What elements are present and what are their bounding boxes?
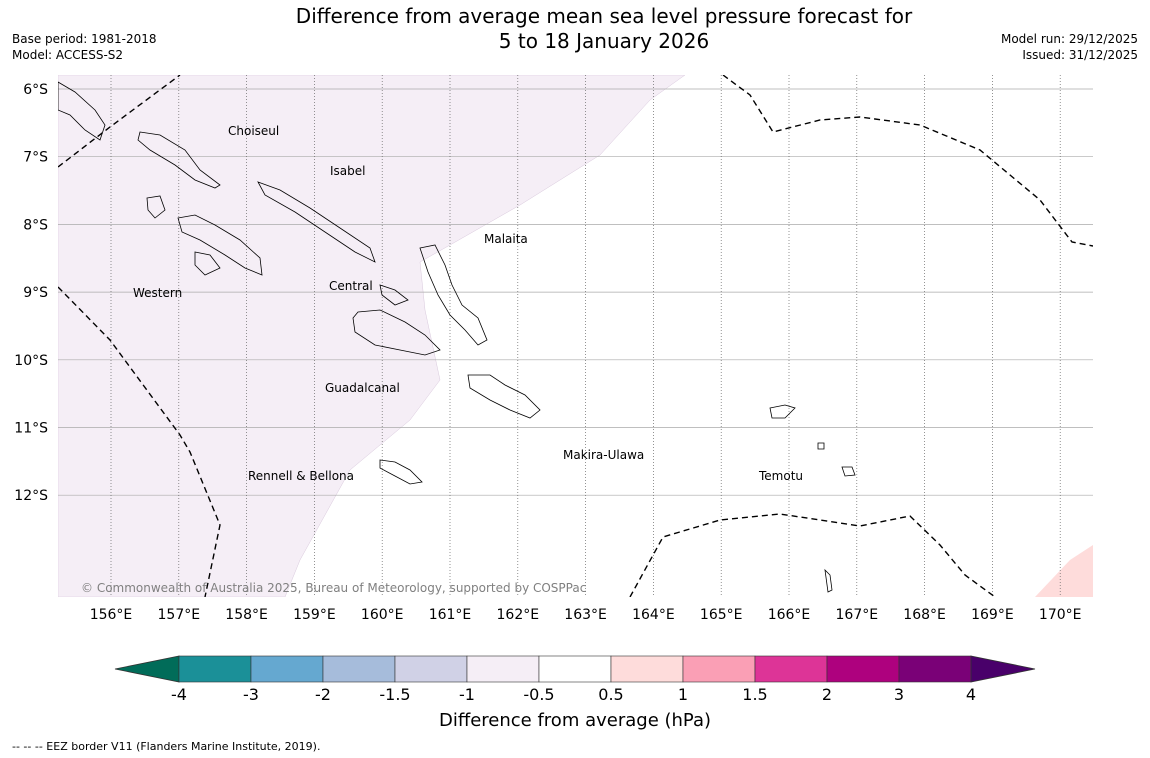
colorbar-tick: -3	[243, 685, 259, 704]
lat-label: 9°S	[23, 285, 48, 301]
lon-label: 159°E	[293, 607, 336, 623]
province-label: Isabel	[330, 164, 365, 178]
colorbar-tick: -2	[315, 685, 331, 704]
colorbar-cell	[178, 655, 252, 683]
province-label: Guadalcanal	[325, 381, 400, 395]
lon-label: 169°E	[971, 607, 1014, 623]
lon-label: 165°E	[700, 607, 743, 623]
page-title: Difference from average mean sea level p…	[0, 4, 1150, 54]
lon-label: 168°E	[903, 607, 946, 623]
lat-label: 7°S	[23, 150, 48, 166]
colorbar-cell	[538, 655, 612, 683]
colorbar-label: Difference from average (hPa)	[439, 710, 711, 731]
colorbar-over-arrow	[970, 655, 1036, 683]
meta-right: Model run: 29/12/2025 Issued: 31/12/2025	[1001, 31, 1138, 63]
lon-label: 167°E	[836, 607, 879, 623]
colorbar-tick: 4	[966, 685, 976, 704]
eez-line	[58, 75, 181, 168]
colorbar-tick: 3	[894, 685, 904, 704]
eez-borders	[58, 75, 1093, 597]
graticule	[58, 75, 1093, 597]
island-florida	[379, 284, 409, 306]
lon-label: 164°E	[632, 607, 675, 623]
lat-label: 10°S	[14, 353, 48, 369]
province-label: Choiseul	[228, 124, 279, 138]
copyright-text: © Commonwealth of Australia 2025, Bureau…	[81, 581, 586, 595]
colorbar-tick: 1.5	[742, 685, 767, 704]
lon-label: 158°E	[225, 607, 268, 623]
island-utupua	[817, 442, 825, 450]
lon-label: 162°E	[497, 607, 540, 623]
lat-label: 11°S	[14, 421, 48, 437]
lon-label: 170°E	[1039, 607, 1082, 623]
lon-label: 163°E	[564, 607, 607, 623]
island-makira	[467, 374, 541, 419]
colorbar-tick: -4	[171, 685, 187, 704]
base-period: Base period: 1981-2018	[12, 32, 157, 46]
colorbar-tick: -0.5	[523, 685, 554, 704]
islands	[58, 81, 856, 593]
island-new-georgia	[177, 214, 263, 276]
axis-labels: 6°S 7°S 8°S 9°S 10°S 11°S 12°S 156°E 157°E 158°E 1…	[14, 82, 1081, 623]
colorbar-cell	[610, 655, 684, 683]
island-vanikoro	[841, 466, 856, 477]
island-isabel	[257, 181, 376, 263]
lon-label: 160°E	[361, 607, 404, 623]
title-line-2: 5 to 18 January 2026	[498, 29, 710, 53]
anomaly-region-lavender	[58, 75, 686, 597]
lon-label: 161°E	[429, 607, 472, 623]
model-run: Model run: 29/12/2025	[1000, 32, 1138, 46]
eez-line	[629, 513, 996, 597]
island-anuta	[824, 568, 833, 593]
eez-line	[58, 286, 221, 597]
eez-legend-note: -- -- -- EEZ border V11 (Flanders Marine…	[12, 740, 321, 753]
island-rendova	[194, 251, 221, 276]
colorbar-cell	[322, 655, 396, 683]
colorbar-cells	[178, 655, 972, 683]
island-ndende	[769, 404, 796, 419]
colorbar-cell	[394, 655, 468, 683]
issued-date: Issued: 31/12/2025	[1022, 48, 1138, 62]
colorbar-tick: 0.5	[598, 685, 623, 704]
province-label: Makira-Ulawa	[563, 448, 644, 462]
island-choiseul	[137, 131, 221, 189]
island-rennell	[379, 459, 423, 485]
province-label: Western	[133, 286, 182, 300]
island-malaita	[419, 244, 488, 346]
colorbar-cell	[754, 655, 828, 683]
colorbar-tick: 1	[678, 685, 688, 704]
colorbar-tick: -1.5	[379, 685, 410, 704]
island-guadalcanal	[352, 309, 441, 356]
island-bougainville	[58, 81, 106, 141]
colorbar-cell	[250, 655, 324, 683]
lon-label: 166°E	[768, 607, 811, 623]
colorbar-cell	[826, 655, 900, 683]
eez-line	[722, 75, 1093, 247]
province-label: Rennell & Bellona	[248, 469, 354, 483]
province-label: Temotu	[758, 469, 803, 483]
island-vella	[146, 195, 166, 219]
colorbar: -4 -3 -2 -1.5 -1 -0.5 0.5 1 1.5 2 3 4 Difference fr…	[114, 655, 1036, 731]
colorbar-tick: 2	[822, 685, 832, 704]
province-label: Malaita	[484, 232, 528, 246]
province-label: Central	[329, 279, 373, 293]
colorbar-under-arrow	[114, 655, 180, 683]
province-labels: Choiseul Isabel Malaita Western Central Guada…	[133, 124, 803, 483]
title-line-1: Difference from average mean sea level p…	[295, 4, 913, 28]
lon-label: 156°E	[90, 607, 133, 623]
colorbar-cell	[898, 655, 972, 683]
lat-label: 6°S	[23, 82, 48, 98]
lat-label: 8°S	[23, 217, 48, 233]
lat-label: 12°S	[14, 488, 48, 504]
colorbar-ticks: -4 -3 -2 -1.5 -1 -0.5 0.5 1 1.5 2 3 4	[171, 685, 976, 704]
meta-left: Base period: 1981-2018 Model: ACCESS-S2	[12, 31, 157, 63]
anomaly-region-pink	[1035, 545, 1093, 597]
lon-label: 157°E	[158, 607, 201, 623]
colorbar-cell	[682, 655, 756, 683]
model-name: Model: ACCESS-S2	[12, 48, 124, 62]
colorbar-cell	[466, 655, 540, 683]
colorbar-tick: -1	[459, 685, 475, 704]
